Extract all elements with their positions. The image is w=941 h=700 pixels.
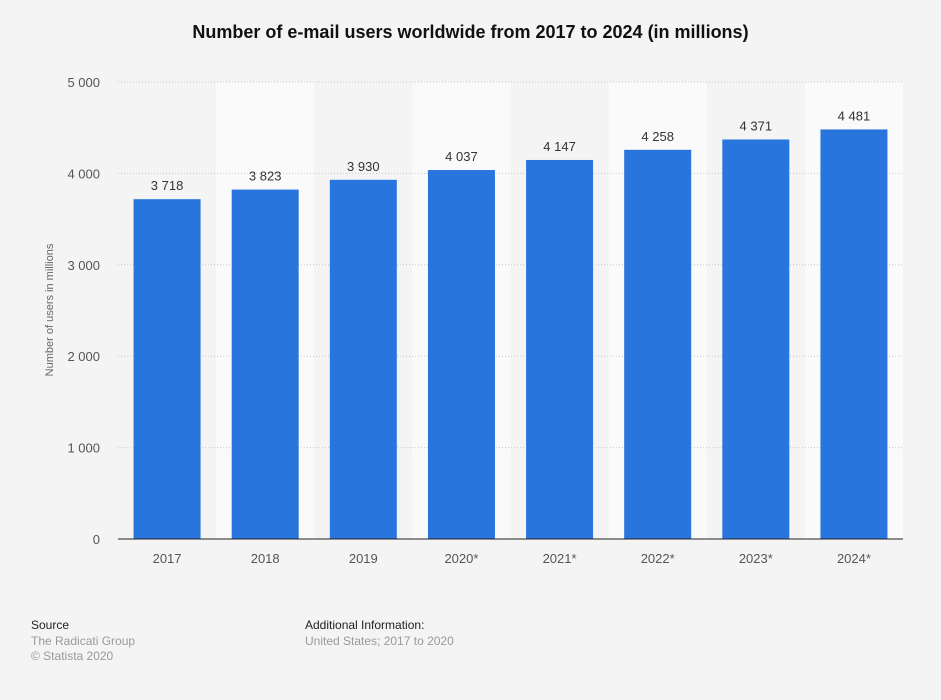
- data-label: 4 258: [641, 129, 674, 144]
- data-label: 4 481: [838, 108, 871, 123]
- chart-title: Number of e-mail users worldwide from 20…: [192, 22, 749, 42]
- data-label: 4 371: [740, 118, 773, 133]
- data-label: 4 147: [543, 139, 576, 154]
- data-label: 3 823: [249, 169, 282, 184]
- x-tick-label: 2020*: [444, 551, 478, 566]
- y-tick-label: 1 000: [67, 441, 100, 456]
- additional-info-heading: Additional Information:: [305, 618, 425, 632]
- x-tick-label: 2023*: [739, 551, 773, 566]
- x-tick-label: 2018: [251, 551, 280, 566]
- bar: [427, 170, 495, 540]
- additional-info-text: United States; 2017 to 2020: [305, 634, 454, 648]
- x-tick-label: 2019: [349, 551, 378, 566]
- x-tick-label: 2017: [153, 551, 182, 566]
- bar: [526, 159, 594, 539]
- bar: [722, 139, 790, 539]
- x-tick-label: 2024*: [837, 551, 871, 566]
- bar: [624, 149, 692, 540]
- y-tick-label: 3 000: [67, 258, 100, 273]
- source-heading: Source: [31, 618, 70, 632]
- bar-chart: 0 1 000 2 000 3 000 4 000 5 000 Number of user…: [44, 75, 903, 566]
- data-label: 3 930: [347, 159, 380, 174]
- y-tick-label: 0: [93, 532, 100, 547]
- y-tick-label: 5 000: [67, 75, 100, 90]
- bar: [231, 189, 299, 539]
- bar: [329, 179, 397, 539]
- x-tick-label: 2021*: [543, 551, 577, 566]
- bar: [820, 129, 888, 540]
- y-tick-label: 2 000: [67, 349, 100, 364]
- source-name: The Radicati Group: [31, 634, 136, 648]
- copyright: © Statista 2020: [31, 649, 114, 663]
- y-axis-label: Number of users in millions: [44, 243, 56, 376]
- x-tick-label: 2022*: [641, 551, 675, 566]
- y-tick-label: 4 000: [67, 166, 100, 181]
- data-label: 4 037: [445, 149, 478, 164]
- data-label: 3 718: [151, 178, 184, 193]
- bar: [133, 199, 201, 539]
